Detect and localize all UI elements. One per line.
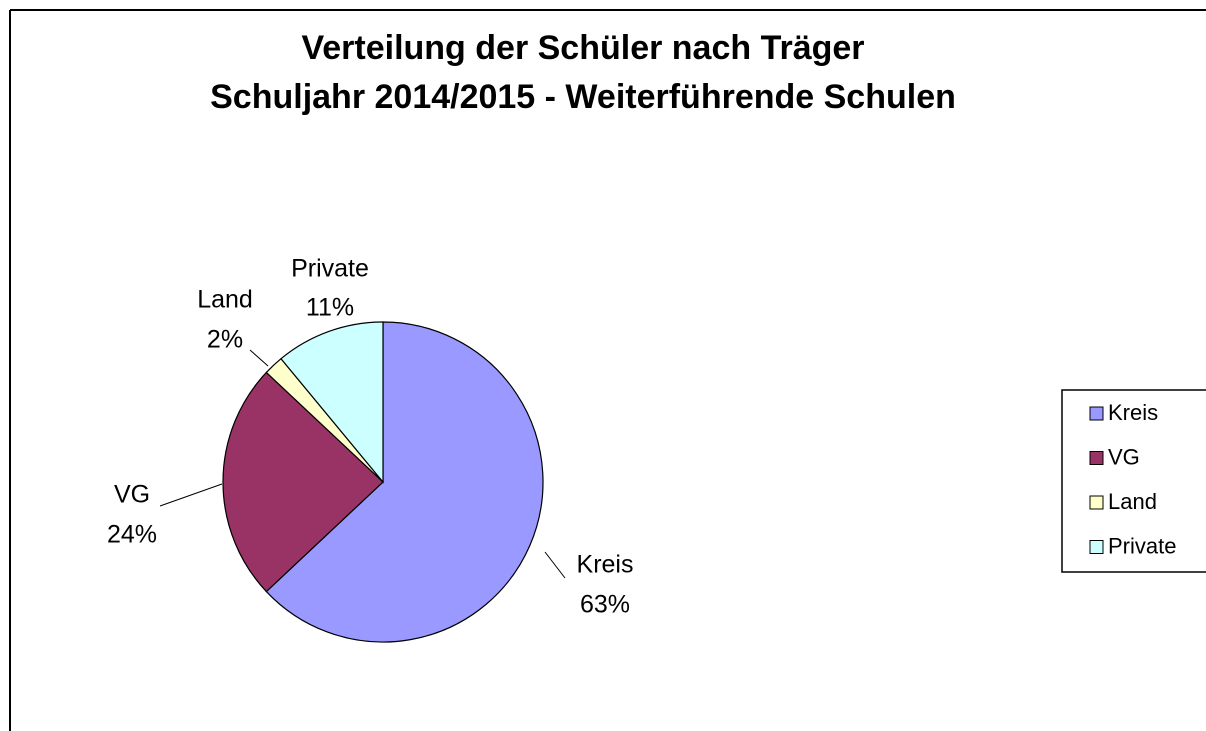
- slice-value-label: 63%: [580, 591, 630, 619]
- leader-line: [249, 349, 269, 367]
- pie-slice: [265, 321, 544, 643]
- leader-line: [159, 483, 223, 507]
- chart-title: Schuljahr 2014/2015 - Weiterführende Sch…: [210, 78, 956, 116]
- slice-label: Land: [197, 286, 253, 314]
- slice-value-label: 2%: [207, 326, 243, 354]
- legend-swatch: [1089, 406, 1104, 421]
- legend-box: [1061, 389, 1206, 573]
- pie-slice: [280, 321, 384, 484]
- legend-swatch: [1089, 540, 1104, 554]
- legend-label: Kreis: [1108, 400, 1158, 425]
- slice-label: Kreis: [577, 551, 634, 579]
- legend: Kreis VG Land Private: [1061, 389, 1206, 573]
- pie: Kreis 63% VG 24% Land 2% Private 11%: [107, 255, 634, 643]
- legend-swatch: [1089, 451, 1104, 465]
- slice-label: Private: [291, 255, 369, 283]
- chart-title: Verteilung der Schüler nach Träger: [301, 29, 864, 67]
- leader-line: [544, 551, 566, 579]
- slice-label: VG: [114, 481, 150, 509]
- pie-slice: [222, 371, 384, 593]
- legend-swatch: [1089, 495, 1104, 510]
- slice-value-label: 24%: [107, 521, 157, 549]
- legend-label: Private: [1108, 533, 1176, 558]
- slice-value-label: 11%: [306, 294, 354, 322]
- legend-label: VG: [1108, 444, 1140, 469]
- legend-label: Land: [1108, 489, 1157, 514]
